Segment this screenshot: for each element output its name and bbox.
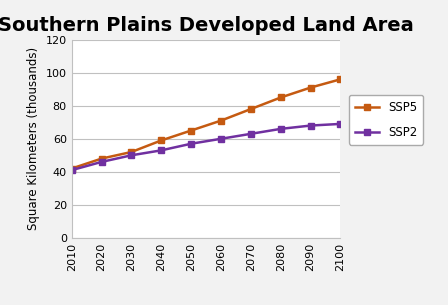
SSP5	[338, 77, 343, 81]
SSP5	[248, 107, 254, 111]
Title: Southern Plains Developed Land Area: Southern Plains Developed Land Area	[0, 16, 414, 35]
SSP2	[189, 142, 194, 145]
SSP2	[248, 132, 254, 136]
SSP5	[159, 138, 164, 142]
Line: SSP5: SSP5	[68, 76, 344, 172]
SSP2	[159, 149, 164, 152]
SSP5	[129, 150, 134, 154]
Legend: SSP5, SSP2: SSP5, SSP2	[349, 95, 423, 145]
SSP2	[69, 168, 74, 172]
SSP2	[338, 122, 343, 126]
SSP5	[189, 129, 194, 132]
Y-axis label: Square Kilometers (thousands): Square Kilometers (thousands)	[27, 47, 40, 230]
SSP2	[278, 127, 284, 131]
SSP5	[218, 119, 224, 122]
SSP2	[218, 137, 224, 141]
SSP5	[99, 157, 104, 160]
SSP5	[278, 96, 284, 99]
SSP2	[129, 153, 134, 157]
SSP2	[308, 124, 313, 127]
Line: SSP2: SSP2	[68, 120, 344, 174]
SSP5	[308, 86, 313, 89]
SSP2	[99, 160, 104, 164]
SSP5	[69, 167, 74, 170]
